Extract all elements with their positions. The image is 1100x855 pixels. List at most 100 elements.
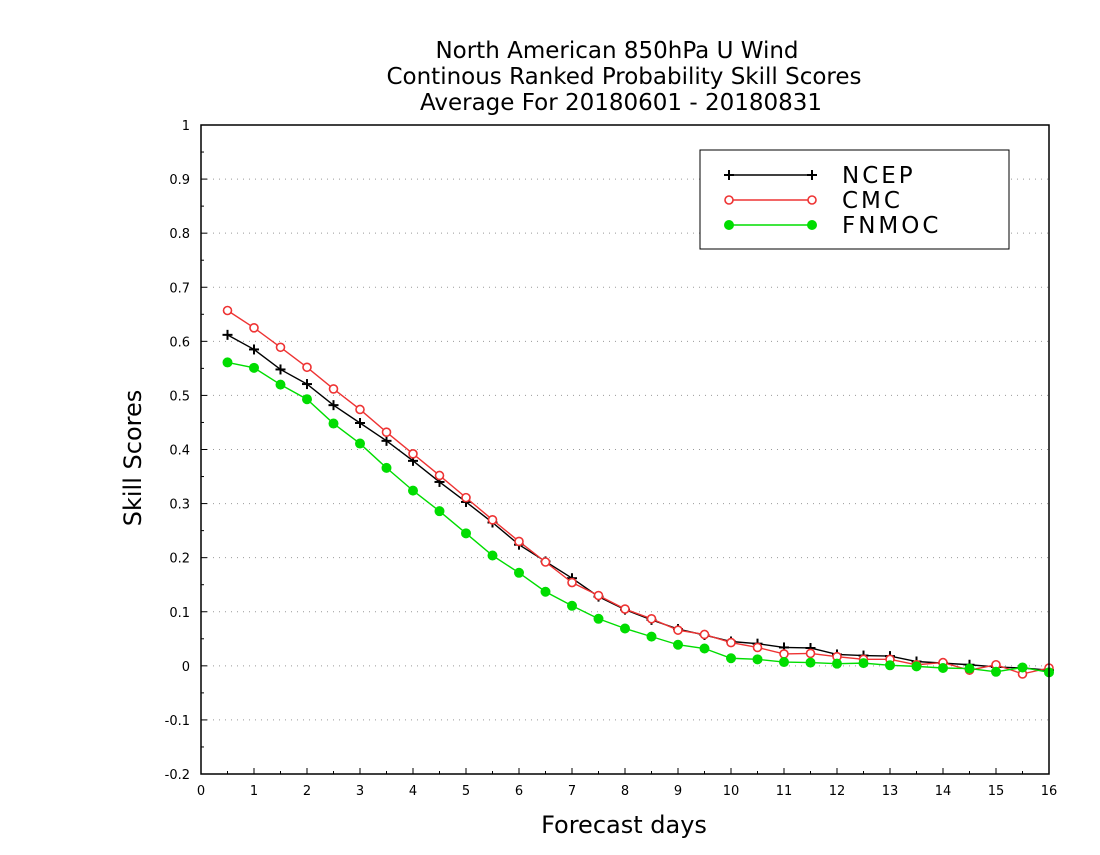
data-point-cmc-12 (540, 557, 551, 567)
x-tick-label-11: 11 (776, 784, 793, 799)
data-point-cmc-20 (752, 642, 763, 653)
data-point-fnmoc-22 (805, 657, 816, 668)
y-tick-label-11: 0.9 (169, 173, 190, 188)
legend-marker-end-cmc (807, 195, 817, 205)
legend-marker-start-cmc (724, 195, 734, 205)
data-point-fnmoc-8 (434, 506, 445, 517)
legend-label-fnmoc: FNMOC (842, 213, 941, 239)
x-tick-label-9: 9 (674, 784, 682, 799)
data-point-cmc-0 (222, 305, 233, 316)
data-point-fnmoc-14 (593, 613, 604, 624)
x-axis-title: Forecast days (541, 811, 707, 839)
y-axis-ticks: -0.2 -0.1 0 0.1 0.2 0.3 0.4 0.5 0.6 0.7 0.8 0.9 1 (165, 119, 207, 783)
data-point-cmc-13 (567, 577, 577, 588)
y-tick-label-6: 0.4 (169, 444, 190, 459)
data-point-cmc-4 (328, 384, 339, 394)
data-point-cmc-21 (779, 649, 789, 659)
data-point-fnmoc-10 (487, 550, 498, 561)
data-point-fnmoc-17 (673, 639, 683, 650)
series-fnmoc (222, 357, 1054, 678)
legend-label-ncep: NCEP (842, 163, 916, 189)
data-point-fnmoc-23 (832, 658, 842, 669)
x-tick-label-12: 12 (829, 784, 846, 799)
data-point-ncep-6 (381, 435, 392, 446)
legend-marker-end-ncep (807, 170, 817, 180)
data-point-fnmoc-5 (355, 438, 365, 449)
legend-label-cmc: CMC (842, 188, 903, 214)
data-point-fnmoc-19 (726, 653, 736, 664)
data-point-fnmoc-15 (620, 623, 630, 634)
data-point-cmc-6 (381, 427, 392, 437)
series-ncep (222, 329, 1054, 676)
series-cmc (222, 305, 1054, 679)
data-point-fnmoc-6 (381, 462, 392, 473)
plot-series (222, 305, 1054, 679)
data-point-cmc-17 (673, 625, 683, 635)
chart-title-line-1: North American 850hPa U Wind (435, 38, 798, 64)
data-point-cmc-15 (620, 604, 630, 614)
y-tick-label-8: 0.6 (169, 335, 190, 350)
x-tick-label-6: 6 (515, 784, 523, 799)
data-point-fnmoc-3 (302, 394, 312, 405)
x-tick-label-10: 10 (723, 784, 740, 799)
data-point-cmc-14 (593, 590, 604, 601)
data-point-fnmoc-27 (938, 662, 948, 673)
data-point-cmc-18 (699, 629, 710, 640)
data-point-fnmoc-4 (328, 418, 339, 429)
data-point-cmc-3 (302, 362, 312, 373)
data-point-cmc-19 (726, 637, 736, 648)
series-line-ncep (227, 334, 1050, 671)
data-point-fnmoc-2 (275, 379, 286, 390)
data-point-fnmoc-7 (408, 485, 418, 496)
data-point-ncep-2 (275, 364, 286, 375)
x-tick-label-1: 1 (250, 784, 258, 799)
x-axis-ticks: 0 1 2 3 4 5 6 7 8 9 10 11 12 13 14 15 16 (197, 768, 1057, 799)
data-point-cmc-22 (805, 648, 816, 659)
data-point-fnmoc-28 (964, 663, 975, 674)
y-tick-label-12: 1 (182, 119, 190, 134)
data-point-fnmoc-29 (991, 666, 1001, 677)
y-tick-label-3: 0.1 (169, 606, 190, 621)
gridlines (201, 178, 1049, 721)
data-point-fnmoc-16 (646, 631, 657, 642)
data-point-cmc-1 (249, 323, 259, 333)
data-point-cmc-16 (646, 613, 657, 624)
data-point-fnmoc-18 (699, 643, 710, 654)
data-point-ncep-0 (222, 329, 233, 340)
data-point-cmc-10 (487, 515, 498, 525)
y-tick-label-2: 0 (182, 660, 190, 675)
chart-title-line-2: Continous Ranked Probability Skill Score… (386, 64, 861, 90)
x-tick-label-7: 7 (568, 784, 576, 799)
series-line-cmc (227, 309, 1050, 675)
data-point-cmc-2 (275, 342, 286, 353)
data-point-fnmoc-20 (752, 654, 763, 665)
y-tick-label-5: 0.3 (169, 498, 190, 513)
y-tick-label-9: 0.7 (169, 281, 190, 296)
data-point-ncep-3 (302, 379, 312, 390)
data-point-fnmoc-30 (1017, 662, 1028, 673)
data-point-fnmoc-13 (567, 600, 577, 611)
y-tick-label-10: 0.8 (169, 227, 190, 242)
data-point-fnmoc-1 (249, 362, 259, 373)
data-point-fnmoc-12 (540, 586, 551, 597)
data-point-fnmoc-0 (222, 357, 233, 368)
y-tick-label-1: -0.1 (165, 714, 190, 729)
legend-marker-start-fnmoc (724, 220, 734, 230)
series-line-fnmoc (227, 361, 1050, 674)
data-point-fnmoc-9 (461, 528, 471, 539)
data-point-ncep-4 (328, 400, 339, 411)
x-tick-label-14: 14 (935, 784, 952, 799)
data-point-fnmoc-24 (858, 658, 869, 669)
data-point-ncep-1 (249, 344, 259, 355)
x-tick-label-0: 0 (197, 784, 205, 799)
chart-title: North American 850hPa U Wind Continous R… (386, 38, 861, 116)
x-tick-label-8: 8 (621, 784, 629, 799)
y-axis-title: Skill Scores (119, 390, 147, 527)
legend-marker-end-fnmoc (807, 220, 817, 230)
data-point-fnmoc-25 (885, 660, 895, 671)
x-tick-label-2: 2 (303, 784, 311, 799)
y-tick-label-7: 0.5 (169, 389, 190, 404)
